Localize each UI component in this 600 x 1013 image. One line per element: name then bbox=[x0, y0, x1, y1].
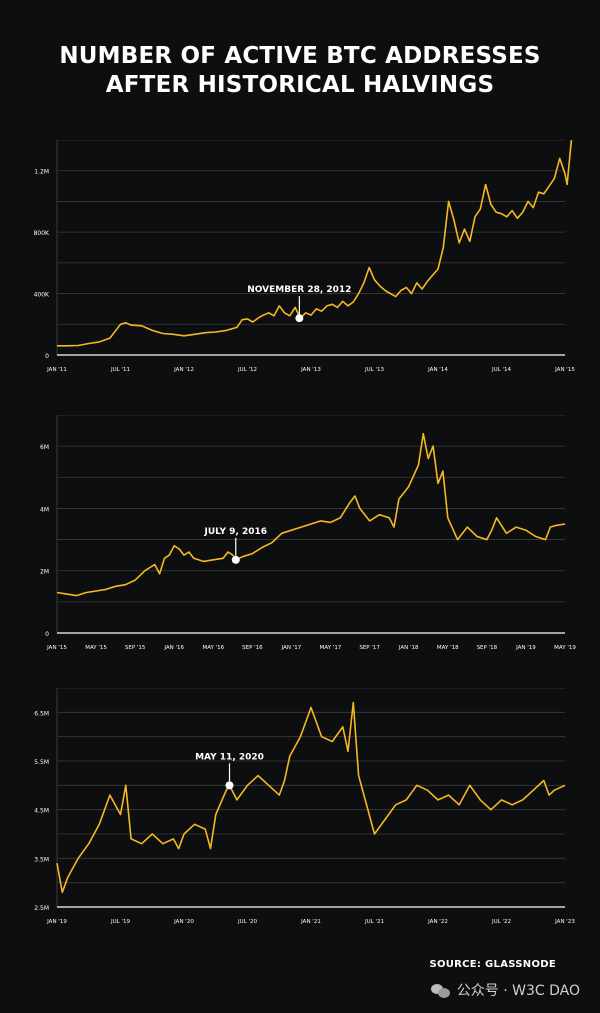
x-tick-label: JAN '23 bbox=[554, 919, 575, 925]
x-tick-label: JAN '14 bbox=[427, 367, 448, 373]
series-line bbox=[56, 701, 566, 894]
y-tick-label: 0 bbox=[45, 631, 49, 638]
y-tick-label: 400K bbox=[34, 292, 50, 299]
watermark: 公众号 · W3C DAO bbox=[430, 980, 580, 1000]
x-tick-label: JUL '14 bbox=[491, 367, 511, 373]
x-tick-label: JAN '15 bbox=[554, 367, 575, 373]
x-tick-label: JUL '19 bbox=[110, 919, 130, 925]
x-tick-label: JAN '18 bbox=[398, 645, 419, 651]
halving-marker bbox=[225, 781, 234, 790]
x-tick-label: JAN '21 bbox=[300, 919, 321, 925]
x-tick-label: MAY '18 bbox=[437, 645, 459, 651]
y-tick-label: 2M bbox=[40, 569, 49, 576]
watermark-text: 公众号 · W3C DAO bbox=[456, 983, 580, 999]
y-tick-label: 4.5M bbox=[34, 808, 49, 815]
y-tick-label: 5.5M bbox=[34, 759, 49, 766]
x-tick-label: JUL '12 bbox=[237, 367, 257, 373]
chart-2016-halving: 0 2M 4M 6M JAN '15 MAY '15 SEP '15 JAN '16 MAY '… bbox=[40, 415, 576, 651]
x-tick-label: SEP '15 bbox=[125, 645, 146, 651]
halving-date-label: NOVEMBER 28, 2012 bbox=[247, 285, 351, 295]
x-tick-label: SEP '16 bbox=[242, 645, 263, 651]
x-tick-label: MAY '15 bbox=[85, 645, 107, 651]
x-tick-label: JUL '20 bbox=[237, 919, 257, 925]
y-tick-label: 1.2M bbox=[34, 169, 49, 176]
x-tick-label: JAN '15 bbox=[46, 645, 67, 651]
y-tick-label: 2.5M bbox=[34, 905, 49, 912]
x-tick-label: JAN '17 bbox=[281, 645, 302, 651]
x-tick-label: JAN '16 bbox=[163, 645, 184, 651]
x-tick-label: JUL '21 bbox=[364, 919, 384, 925]
y-tick-label: 800K bbox=[34, 230, 50, 237]
x-tick-label: MAY '16 bbox=[202, 645, 224, 651]
wechat-icon bbox=[430, 982, 451, 998]
x-tick-label: JAN '19 bbox=[515, 645, 536, 651]
y-tick-label: 4M bbox=[40, 506, 49, 513]
x-tick-label: MAY '17 bbox=[320, 645, 342, 651]
x-tick-label: JAN '13 bbox=[300, 367, 321, 373]
series-line bbox=[57, 140, 573, 347]
chart-2020-halving: 2.5M 3.5M 4.5M 5.5M 6.5M JAN '19 JUL '19 JAN '2… bbox=[34, 688, 575, 925]
halving-date-label: JULY 9, 2016 bbox=[204, 527, 268, 537]
x-tick-label: JAN '11 bbox=[46, 367, 67, 373]
x-tick-label: JAN '22 bbox=[427, 919, 448, 925]
x-tick-label: SEP '18 bbox=[477, 645, 498, 651]
x-tick-label: JUL '11 bbox=[110, 367, 130, 373]
halving-marker bbox=[295, 314, 304, 323]
x-tick-label: SEP '17 bbox=[359, 645, 380, 651]
page-title: NUMBER OF ACTIVE BTC ADDRESSES AFTER HIS… bbox=[0, 42, 600, 100]
x-tick-label: JUL '13 bbox=[364, 367, 384, 373]
halving-marker bbox=[231, 555, 240, 564]
x-tick-label: JAN '12 bbox=[173, 367, 194, 373]
y-tick-label: 6M bbox=[40, 444, 49, 451]
x-tick-label: JAN '19 bbox=[46, 919, 67, 925]
chart-2012-halving: 0 400K 800K 1.2M JAN '11 JUL '11 JAN '12 JUL '1… bbox=[34, 140, 575, 373]
x-tick-label: JUL '22 bbox=[491, 919, 511, 925]
y-tick-label: 6.5M bbox=[34, 710, 49, 717]
source-label: SOURCE: GLASSNODE bbox=[429, 959, 556, 970]
y-tick-label: 3.5M bbox=[34, 856, 49, 863]
title-line-1: NUMBER OF ACTIVE BTC ADDRESSES bbox=[59, 43, 541, 69]
x-tick-label: JAN '20 bbox=[173, 919, 194, 925]
series-line bbox=[56, 432, 566, 597]
y-tick-label: 0 bbox=[45, 353, 49, 360]
title-line-2: AFTER HISTORICAL HALVINGS bbox=[105, 72, 495, 98]
x-tick-label: MAY '19 bbox=[554, 645, 576, 651]
halving-date-label: MAY 11, 2020 bbox=[195, 752, 264, 762]
